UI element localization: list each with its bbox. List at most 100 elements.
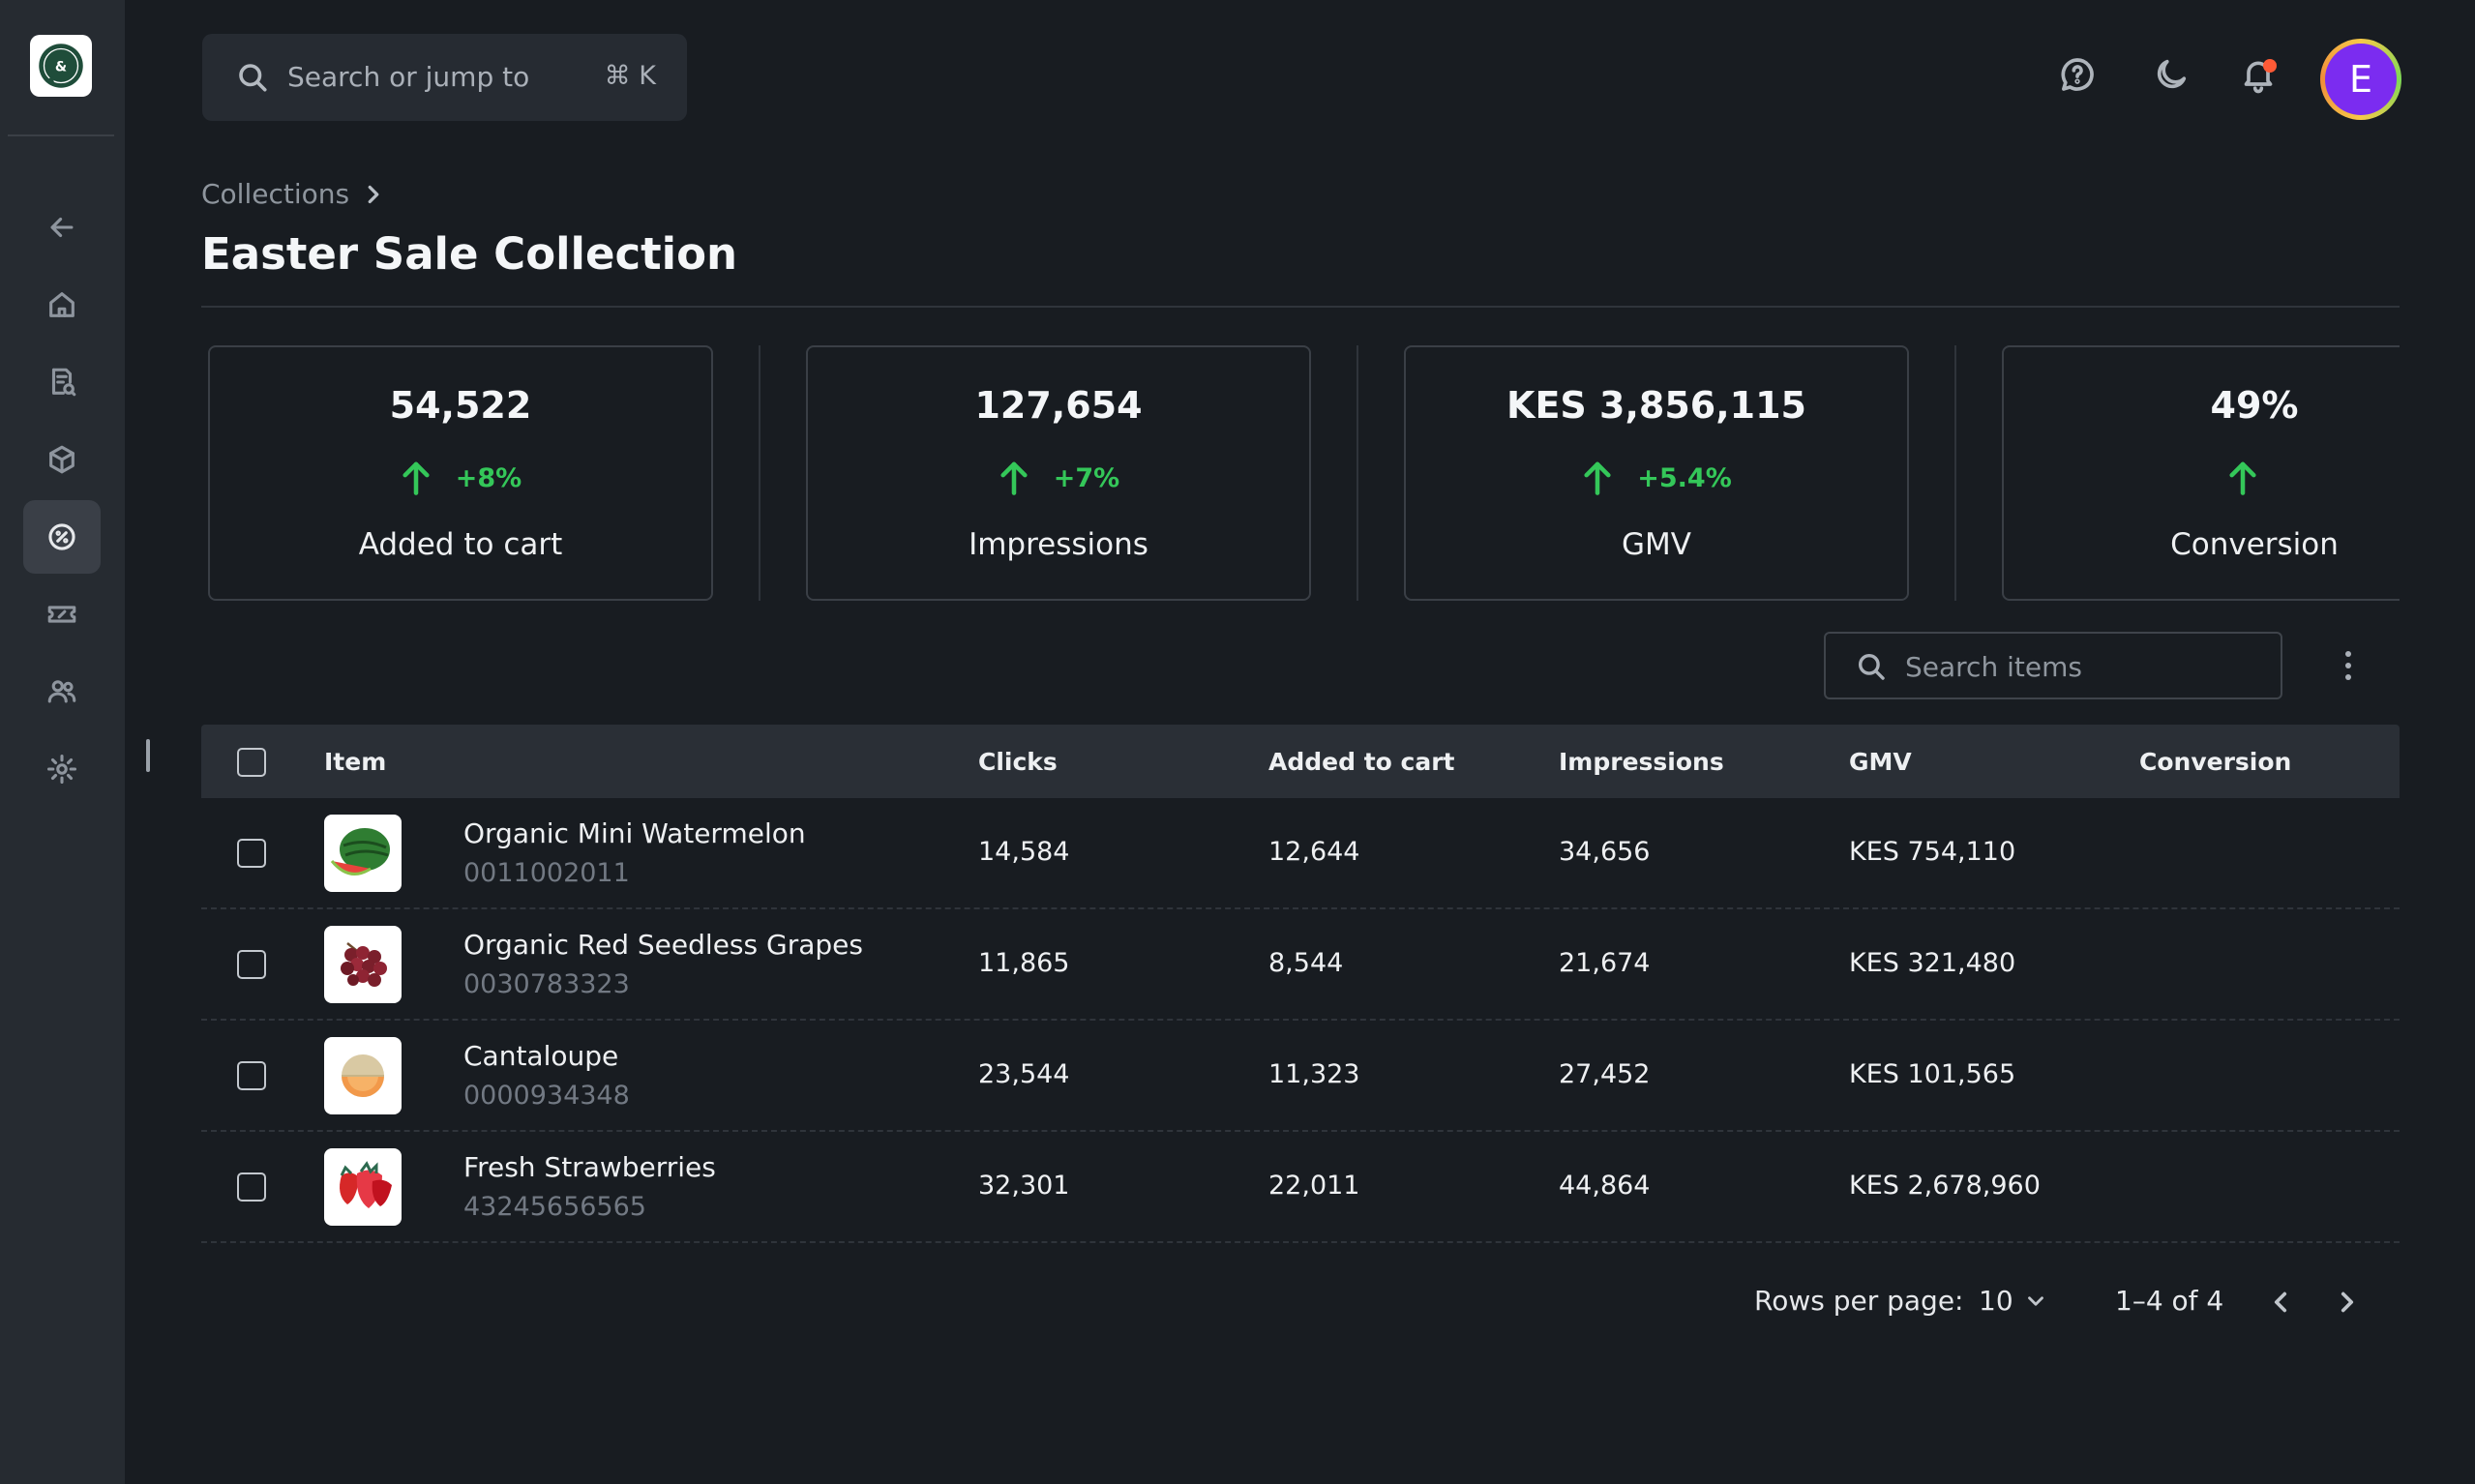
chevron-down-icon [2027, 1295, 2043, 1306]
row-checkbox[interactable] [237, 1061, 266, 1090]
column-header-impressions[interactable]: Impressions [1559, 748, 1724, 776]
table-row[interactable]: Cantaloupe 0000934348 23,544 11,323 27,4… [201, 1021, 2400, 1132]
stat-change: +5.4% [1637, 462, 1732, 493]
product-name[interactable]: Fresh Strawberries [463, 1151, 716, 1183]
cell-gmv: KES 321,480 [1849, 948, 2016, 978]
stat-trend [2004, 460, 2400, 496]
sidebar-resize-handle[interactable] [146, 739, 150, 772]
nav-settings-button[interactable] [23, 732, 101, 806]
product-name[interactable]: Organic Mini Watermelon [463, 817, 806, 849]
theme-toggle-button[interactable] [2152, 55, 2191, 94]
row-checkbox[interactable] [237, 839, 266, 868]
rows-per-page-label: Rows per page: [1754, 1285, 1964, 1317]
search-icon [1858, 653, 1885, 680]
page-title: Easter Sale Collection [201, 228, 738, 280]
stat-value: KES 3,856,115 [1506, 384, 1806, 427]
chevron-left-icon [2274, 1291, 2287, 1313]
search-shortcut-hint: ⌘ K [604, 61, 656, 91]
item-search-input[interactable]: Search items [1824, 632, 2282, 699]
breadcrumb-collections-link[interactable]: Collections [201, 178, 350, 210]
kebab-dot [2345, 651, 2351, 657]
cantaloupe-image [342, 1054, 384, 1097]
row-checkbox[interactable] [237, 950, 266, 979]
nav-customers-button[interactable] [23, 655, 101, 728]
user-avatar[interactable]: E [2325, 44, 2397, 115]
sidebar-divider [8, 134, 114, 136]
rows-per-page-select[interactable]: 10 [1979, 1285, 2048, 1317]
kebab-dot [2345, 674, 2351, 680]
more-options-button[interactable] [2332, 646, 2365, 685]
moon-icon [2157, 59, 2187, 89]
cell-gmv: KES 101,565 [1849, 1059, 2016, 1089]
product-thumbnail [324, 1148, 402, 1226]
stat-card-gmv: KES 3,856,115 +5.4% GMV [1404, 345, 1909, 601]
cell-impressions: 21,674 [1559, 948, 1651, 978]
product-sku: 0000934348 [463, 1081, 630, 1111]
stat-value: 127,654 [974, 384, 1143, 427]
cell-clicks: 14,584 [978, 837, 1070, 867]
cell-impressions: 44,864 [1559, 1171, 1651, 1201]
cell-clicks: 11,865 [978, 948, 1070, 978]
product-name[interactable]: Organic Red Seedless Grapes [463, 929, 863, 961]
stat-value: 54,522 [389, 384, 532, 427]
table-row[interactable]: Fresh Strawberries 43245656565 32,301 22… [201, 1132, 2400, 1243]
cell-clicks: 23,544 [978, 1059, 1070, 1089]
stat-change: +7% [1053, 462, 1120, 493]
help-button[interactable] [2058, 55, 2097, 94]
column-header-item[interactable]: Item [324, 748, 387, 776]
next-page-button[interactable] [2331, 1286, 2364, 1325]
stat-separator [1954, 345, 1956, 601]
svg-text:&: & [55, 59, 67, 74]
grapes-image [341, 942, 387, 987]
product-sku: 43245656565 [463, 1192, 646, 1222]
orders-icon [51, 368, 76, 397]
arrow-left-icon [50, 217, 74, 238]
cell-added-to-cart: 22,011 [1268, 1171, 1360, 1201]
notification-badge [2263, 59, 2277, 73]
pagination-range: 1–4 of 4 [2115, 1285, 2224, 1317]
logo-mark: & [39, 44, 83, 88]
stat-separator [759, 345, 760, 601]
table-row[interactable]: Organic Mini Watermelon 0011002011 14,58… [201, 798, 2400, 909]
box-icon [49, 445, 75, 474]
watermelon-image [330, 828, 390, 876]
arrow-up-icon [1000, 461, 1028, 495]
arrow-up-icon [403, 461, 430, 495]
nav-home-button[interactable] [23, 268, 101, 341]
app-logo[interactable]: & [30, 35, 92, 97]
discount-icon [48, 523, 75, 550]
stat-label: GMV [1622, 527, 1691, 562]
stat-trend: +5.4% [1406, 460, 1907, 496]
sidebar: & [0, 0, 125, 1484]
stat-separator [1357, 345, 1358, 601]
stat-change: +8% [455, 462, 522, 493]
product-sku: 0030783323 [463, 969, 630, 999]
stat-trend: +7% [808, 460, 1309, 496]
column-header-clicks[interactable]: Clicks [978, 748, 1058, 776]
nav-discounts-button[interactable] [23, 500, 101, 574]
breadcrumb: Collections [201, 178, 388, 210]
select-all-checkbox[interactable] [237, 748, 266, 777]
cell-added-to-cart: 8,544 [1268, 948, 1344, 978]
global-search-placeholder: Search or jump to [287, 61, 530, 93]
product-sku: 0011002011 [463, 858, 630, 888]
chevron-right-icon [368, 185, 379, 203]
stat-card-added-to-cart: 54,522 +8% Added to cart [208, 345, 713, 601]
nav-products-button[interactable] [23, 423, 101, 496]
previous-page-button[interactable] [2264, 1286, 2297, 1325]
global-search-input[interactable]: Search or jump to ⌘ K [202, 34, 687, 121]
nav-orders-button[interactable] [23, 345, 101, 419]
column-header-conversion[interactable]: Conversion [2139, 748, 2292, 776]
column-header-gmv[interactable]: GMV [1849, 748, 1912, 776]
product-name[interactable]: Cantaloupe [463, 1040, 619, 1072]
nav-vouchers-button[interactable] [23, 578, 101, 651]
ticket-icon [47, 606, 76, 623]
row-checkbox[interactable] [237, 1172, 266, 1202]
nav-back-button[interactable] [23, 191, 101, 264]
cell-clicks: 32,301 [978, 1171, 1070, 1201]
table-row[interactable]: Organic Red Seedless Grapes 0030783323 1… [201, 909, 2400, 1021]
stats-row: 54,522 +8% Added to cart 127,654 +7% Imp… [194, 329, 2400, 619]
notifications-button[interactable] [2239, 55, 2278, 94]
product-thumbnail [324, 815, 402, 892]
column-header-added-to-cart[interactable]: Added to cart [1268, 748, 1455, 776]
